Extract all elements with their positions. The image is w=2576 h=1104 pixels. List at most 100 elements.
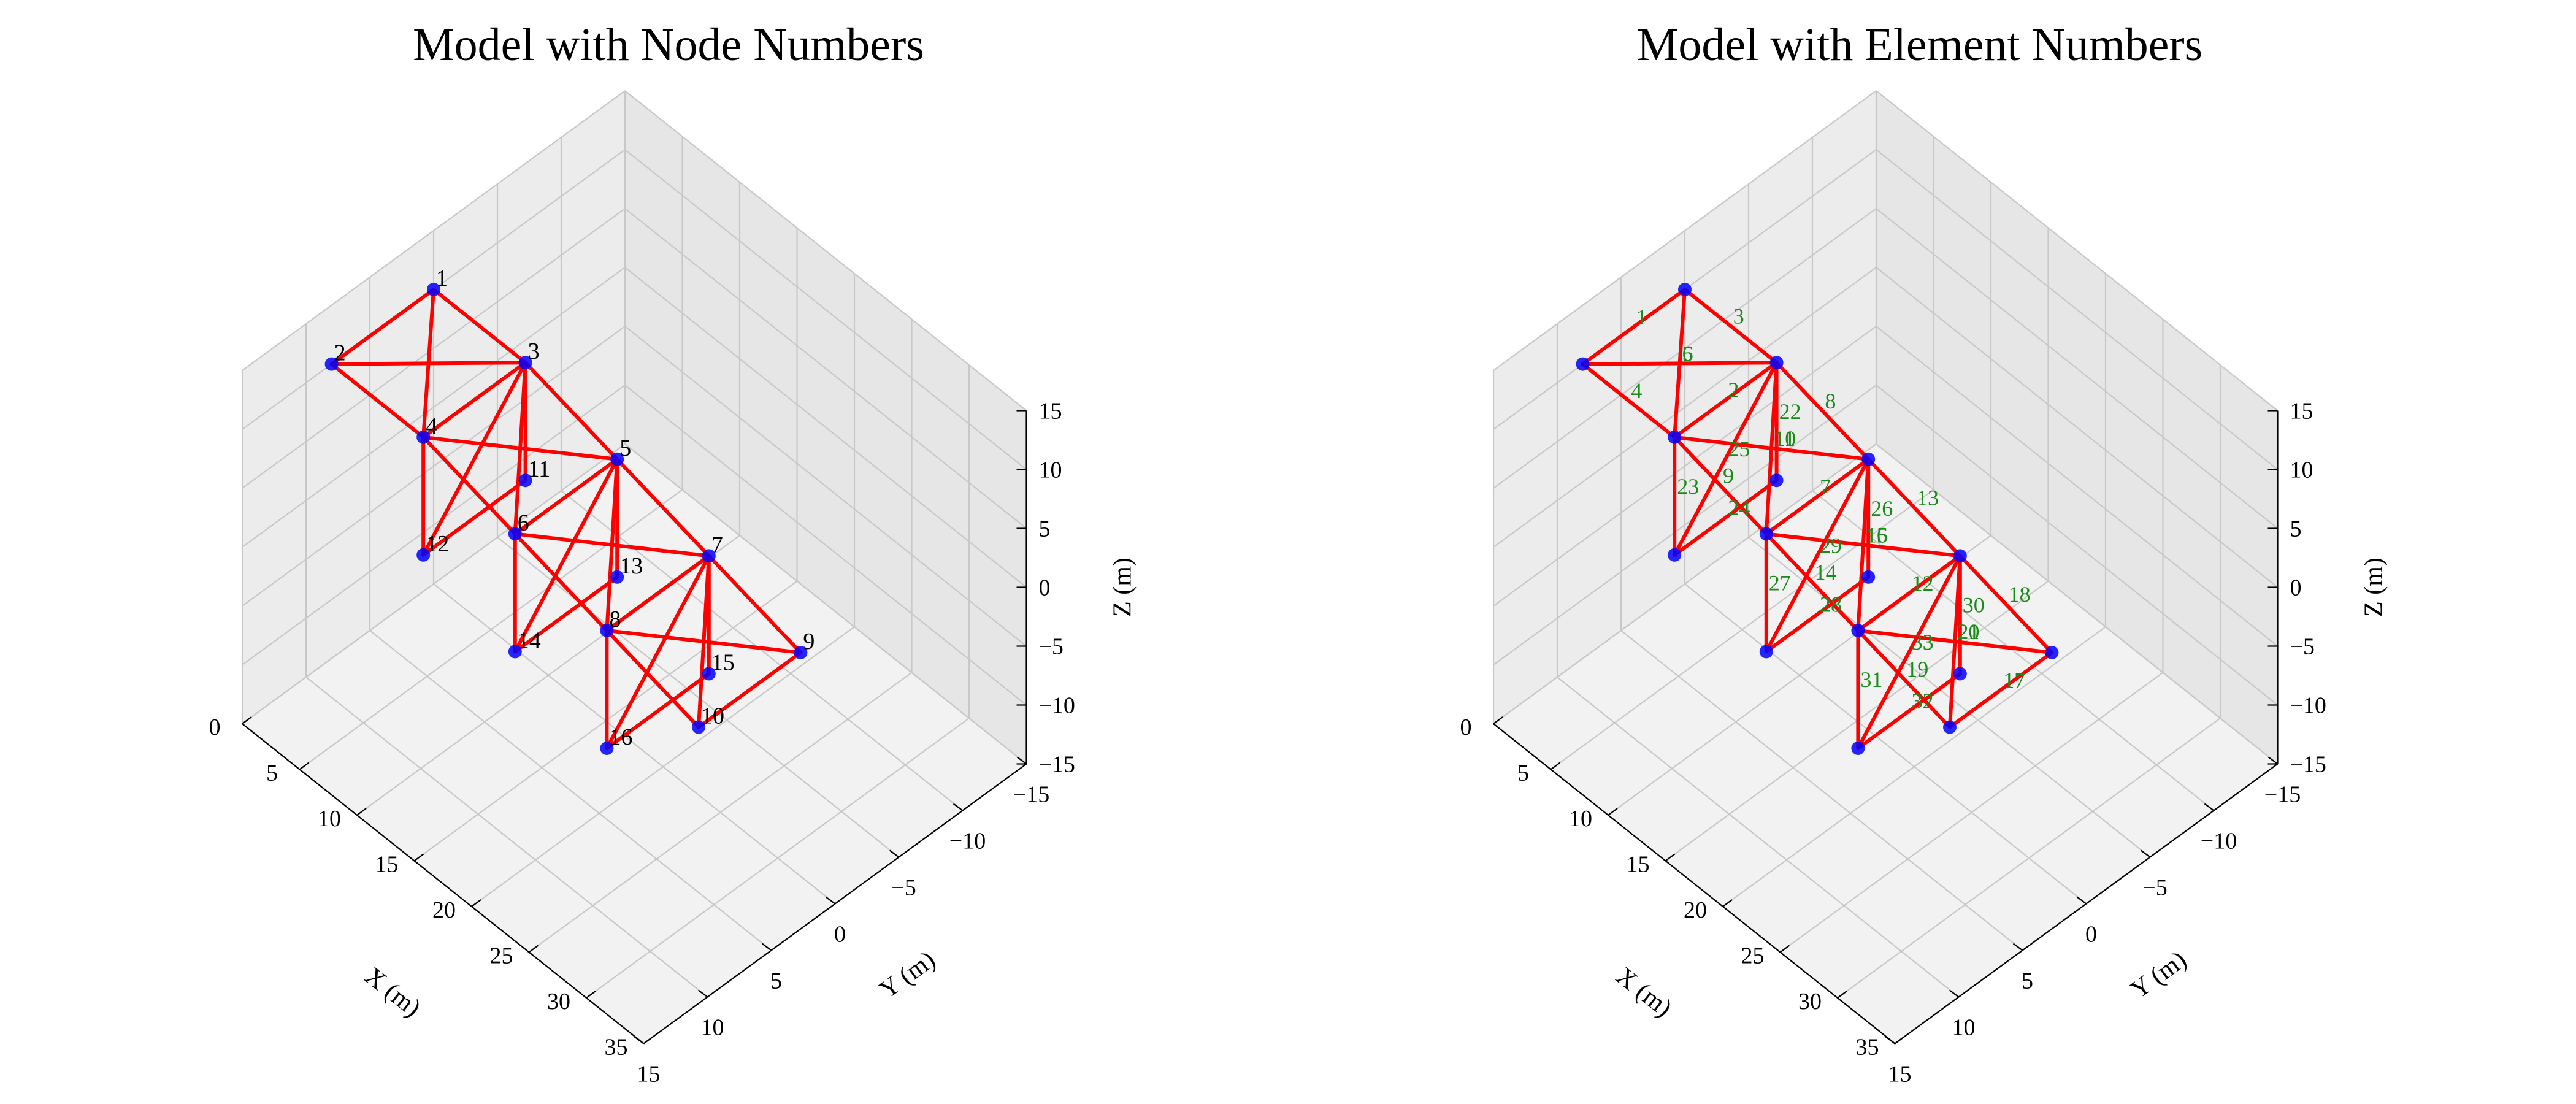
- x-tick-mark: [356, 808, 367, 816]
- x-tick-mark: [413, 853, 424, 862]
- y-tick-label: −15: [1013, 782, 1049, 808]
- x-tick-label: 10: [1569, 806, 1592, 832]
- truss-node: [600, 624, 614, 637]
- x-tick-label: 30: [547, 989, 570, 1014]
- y-tick-mark: [2204, 803, 2215, 811]
- truss-member: [1581, 362, 1677, 439]
- x-tick-label: 15: [375, 852, 399, 878]
- node-number-label: 12: [426, 531, 449, 557]
- element-number-label: 13: [1917, 486, 1939, 510]
- element-number-label: 15: [1866, 523, 1888, 547]
- truss-member: [1856, 629, 1952, 729]
- x-tick-label: 10: [318, 806, 341, 832]
- truss-member: [1764, 532, 1962, 558]
- element-number-label: 23: [1677, 474, 1699, 499]
- truss-member: [513, 532, 711, 558]
- x-tick-mark: [1550, 762, 1561, 770]
- truss-member: [1866, 457, 1962, 558]
- truss-node: [508, 645, 522, 659]
- truss-node: [1668, 430, 1682, 444]
- node-number-label: 13: [619, 553, 643, 579]
- truss-node: [1861, 452, 1876, 466]
- truss-member: [513, 457, 619, 654]
- z-tick-label: −5: [1039, 634, 1064, 660]
- truss-member: [1774, 361, 1871, 461]
- element-number-label: 3: [1733, 304, 1744, 329]
- x-tick-label: 25: [490, 943, 513, 969]
- element-number-label: 28: [1820, 592, 1842, 617]
- z-tick-label: 0: [1039, 575, 1051, 601]
- x-tick-label: 35: [605, 1035, 628, 1060]
- plot-title: Model with Element Numbers: [1637, 19, 2202, 71]
- truss-node: [1759, 645, 1773, 659]
- truss-node: [1769, 356, 1784, 370]
- x-tick-mark: [1779, 945, 1790, 953]
- truss-member: [615, 457, 711, 558]
- z-axis-label: Z (m): [1109, 558, 1137, 617]
- y-tick-label: −10: [949, 829, 986, 854]
- y-tick-mark: [697, 989, 708, 998]
- x-tick-mark: [643, 1036, 654, 1045]
- element-number-label: 11: [1774, 426, 1795, 451]
- element-number-label: 4: [1631, 378, 1642, 403]
- element-number-label: 27: [1769, 570, 1791, 595]
- truss-node: [1851, 624, 1865, 637]
- z-axis-label: Z (m): [2360, 558, 2388, 617]
- x-tick-label: 5: [1517, 761, 1529, 786]
- element-number-label: 9: [1723, 464, 1734, 488]
- z-tick-label: 0: [2290, 575, 2302, 601]
- element-number-label: 26: [1871, 496, 1893, 521]
- x-tick-mark: [1493, 716, 1503, 724]
- x-tick-label: 5: [266, 761, 278, 786]
- truss-member: [1764, 532, 1860, 632]
- y-tick-mark: [1885, 1036, 1896, 1045]
- members: [1581, 288, 2054, 750]
- truss-member: [421, 361, 527, 557]
- gridlines: [241, 90, 1027, 1045]
- element-number-label: 6: [1682, 341, 1693, 366]
- truss-member: [1856, 554, 1962, 750]
- truss-member: [1764, 457, 1871, 654]
- y-tick-mark: [889, 849, 900, 858]
- element-number-label: 8: [1825, 389, 1836, 413]
- x-tick-mark: [1665, 853, 1676, 862]
- element-number-label: 22: [1779, 399, 1801, 424]
- truss-member: [513, 457, 619, 536]
- element-number-label: 12: [1912, 571, 1934, 596]
- node-number-label: 14: [518, 627, 541, 653]
- x-tick-mark: [299, 762, 310, 770]
- x-tick-mark: [1722, 899, 1733, 907]
- x-tick-mark: [586, 991, 596, 999]
- element-number-label: 33: [1912, 630, 1934, 654]
- element-number-label: 24: [1728, 496, 1750, 520]
- truss-member: [1581, 361, 1779, 366]
- x-tick-label: 25: [1741, 943, 1765, 969]
- truss-node: [1861, 570, 1876, 584]
- z-tick-label: −10: [1039, 693, 1075, 719]
- truss-member: [1581, 288, 1687, 366]
- y-tick-mark: [2076, 896, 2087, 905]
- element-number-label: 31: [1860, 667, 1882, 692]
- truss-node: [1668, 548, 1682, 562]
- truss-member: [707, 554, 803, 654]
- x-tick-label: 20: [432, 897, 456, 923]
- node-number-label: 1: [436, 266, 448, 291]
- y-tick-mark: [2140, 849, 2151, 858]
- truss-member: [329, 362, 426, 439]
- z-tick-label: −10: [2290, 693, 2326, 719]
- truss-node: [1851, 742, 1865, 755]
- y-tick-label: 5: [770, 968, 782, 994]
- truss-node: [416, 548, 431, 562]
- truss-node: [600, 742, 614, 755]
- truss-node: [1769, 473, 1784, 488]
- element-number-label: 1: [1636, 305, 1647, 329]
- element-number-label: 30: [1963, 592, 1985, 617]
- truss-node: [794, 646, 808, 659]
- x-tick-mark: [1608, 808, 1618, 816]
- x-tick-label: 35: [1856, 1035, 1879, 1060]
- element-number-label: 25: [1728, 437, 1750, 461]
- y-tick-label: 5: [2022, 968, 2033, 994]
- element-number-label: 7: [1820, 475, 1831, 499]
- truss-member: [1683, 288, 1779, 365]
- y-axis-label: Y (m): [875, 946, 941, 1005]
